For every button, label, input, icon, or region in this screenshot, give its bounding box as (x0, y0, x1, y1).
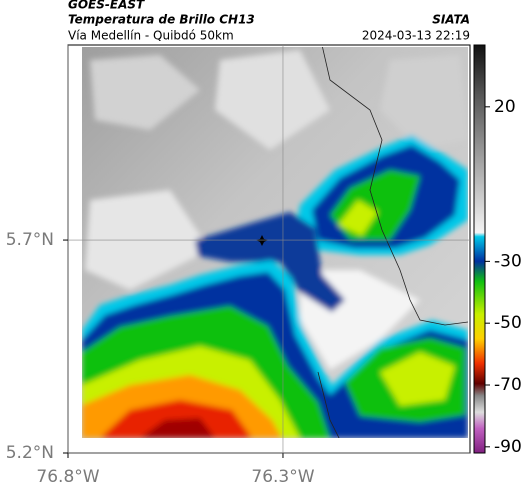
imagery (82, 47, 468, 438)
y-tick-label: 5.2°N (6, 443, 54, 463)
colorbar-label: -90 (494, 437, 522, 457)
product: Temperatura de Brillo CH13 (68, 13, 255, 27)
region: Vía Medellín - Quibdó 50km (68, 29, 234, 43)
source: SIATA (432, 13, 470, 27)
timestamp: 2024-03-13 22:19 (362, 29, 470, 43)
colorbar-label: -30 (494, 251, 522, 271)
colorbar-label: 20 (494, 97, 516, 117)
colorbar-label: -70 (494, 375, 522, 395)
satellite: GOES-EAST (68, 0, 145, 12)
colorbar (473, 44, 486, 454)
x-tick-label: 76.8°W (36, 467, 99, 487)
x-tick-label: 76.3°W (251, 467, 314, 487)
colorbar-label: -50 (494, 313, 522, 333)
y-tick-label: 5.7°N (6, 230, 54, 250)
